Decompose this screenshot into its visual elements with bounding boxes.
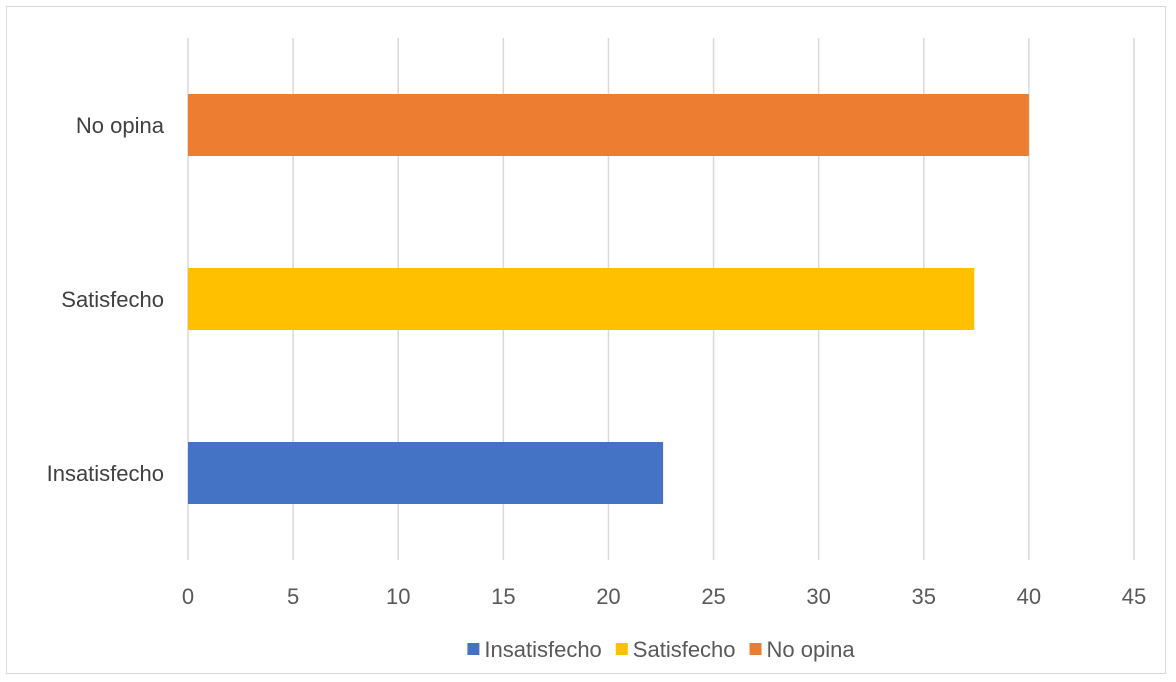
x-axis-ticks: 0 5 10 15 20 25 30 35 40 45 [182,584,1146,609]
x-tick-label: 20 [596,584,620,609]
category-label: Satisfecho [61,287,164,312]
legend-label: No opina [767,637,856,662]
category-label: Insatisfecho [47,461,164,486]
legend-label: Insatisfecho [484,637,601,662]
x-tick-label: 40 [1017,584,1041,609]
legend-swatch [749,643,762,655]
x-tick-label: 15 [491,584,515,609]
x-tick-label: 25 [701,584,725,609]
x-tick-label: 0 [182,584,194,609]
x-tick-label: 5 [287,584,299,609]
legend-label: Satisfecho [633,637,736,662]
x-tick-label: 45 [1122,584,1146,609]
category-label: No opina [76,113,165,138]
bar-insatisfecho [188,442,664,504]
legend: Insatisfecho Satisfecho No opina [467,637,855,662]
x-tick-label: 35 [912,584,936,609]
x-tick-label: 30 [806,584,830,609]
bar-no-opina [188,94,1029,156]
x-tick-label: 10 [386,584,410,609]
legend-swatch [615,643,628,655]
category-labels: Insatisfecho Satisfecho No opina [47,113,165,486]
bars [188,94,1029,504]
legend-swatch [467,643,480,655]
bar-satisfecho [188,268,975,330]
